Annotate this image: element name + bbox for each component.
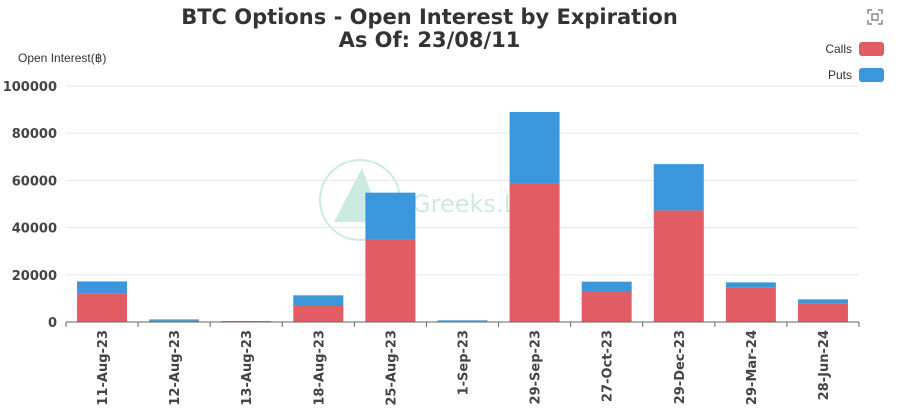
legend-swatch-calls — [859, 42, 884, 56]
legend: Calls Puts — [760, 40, 886, 92]
y-tick-label: 60000 — [12, 174, 57, 189]
y-axis-label: Open Interest(฿) — [18, 51, 107, 65]
x-tick-label: 18-Aug-23 — [312, 330, 327, 406]
legend-label-puts: Puts — [827, 68, 852, 82]
bar-calls[interactable] — [149, 320, 200, 322]
x-tick-label: 13-Aug-23 — [240, 330, 255, 406]
legend-item-puts[interactable]: Puts — [760, 66, 886, 84]
grid-lines — [66, 85, 859, 276]
x-tick-label: 28-Jun-24 — [817, 330, 832, 400]
bar-puts[interactable] — [581, 281, 632, 293]
x-axis-ticks: 11-Aug-23 12-Aug-23 13-Aug-23 18-Aug-23 25-A… — [96, 330, 832, 406]
y-tick-label: 40000 — [12, 222, 57, 237]
bar-calls[interactable] — [77, 293, 128, 322]
bar-puts[interactable] — [509, 111, 560, 184]
expand-icon[interactable] — [867, 9, 883, 25]
x-axis — [65, 321, 860, 327]
bar-puts[interactable] — [365, 192, 416, 240]
bar-calls[interactable] — [797, 303, 848, 322]
y-tick-label: 0 — [48, 316, 57, 331]
bar-puts[interactable] — [797, 299, 848, 304]
legend-label-calls: Calls — [825, 42, 852, 56]
bar-calls[interactable] — [725, 287, 776, 322]
watermark-text: Greeks.L — [412, 190, 518, 218]
bar-calls[interactable] — [509, 183, 560, 322]
chart-title: BTC Options - Open Interest by Expiratio… — [0, 6, 859, 52]
chart-title-line2: As Of: 23/08/11 — [338, 28, 521, 52]
x-tick-label: 1-Sep-23 — [457, 330, 472, 395]
bar-calls[interactable] — [365, 239, 416, 322]
x-tick-label: 11-Aug-23 — [96, 330, 111, 406]
y-axis-ticks: 0 20000 40000 60000 80000 100000 — [3, 80, 57, 331]
legend-item-calls[interactable]: Calls — [760, 40, 886, 58]
bar-puts[interactable] — [77, 281, 128, 294]
bar-puts[interactable] — [725, 282, 776, 288]
bar-calls[interactable] — [653, 210, 704, 322]
x-tick-label: 29-Mar-24 — [745, 330, 760, 405]
bar-puts[interactable] — [293, 295, 344, 306]
bar-puts[interactable] — [149, 319, 200, 321]
y-tick-label: 100000 — [3, 80, 57, 95]
chart-title-line1: BTC Options - Open Interest by Expiratio… — [181, 5, 678, 29]
bar-puts[interactable] — [437, 320, 488, 322]
legend-swatch-puts — [859, 68, 884, 82]
y-tick-label: 80000 — [12, 127, 57, 142]
x-tick-label: 12-Aug-23 — [168, 330, 183, 406]
bar-calls[interactable] — [293, 305, 344, 322]
bar-puts[interactable] — [653, 164, 704, 211]
y-tick-label: 20000 — [12, 269, 57, 284]
x-tick-label: 29-Dec-23 — [673, 330, 688, 404]
x-tick-label: 25-Aug-23 — [384, 330, 399, 406]
bar-calls[interactable] — [581, 292, 632, 322]
x-tick-label: 27-Oct-23 — [601, 330, 616, 402]
x-tick-label: 29-Sep-23 — [529, 330, 544, 404]
